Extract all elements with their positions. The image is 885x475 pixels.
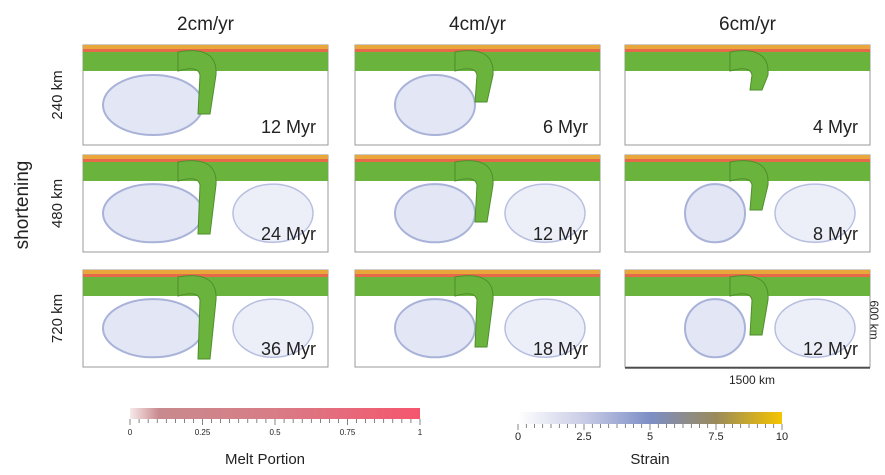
row-label: 480 km (49, 179, 66, 228)
panel: 12 Myr (355, 155, 600, 252)
strain-swirl (685, 184, 745, 242)
panel: 4 Myr (625, 45, 870, 145)
time-label: 4 Myr (813, 117, 858, 137)
panel: 36 Myr (83, 270, 328, 367)
strain-swirl (103, 75, 203, 135)
panel: 6 Myr (355, 45, 600, 145)
time-label: 12 Myr (533, 224, 588, 244)
crust-red (83, 274, 328, 277)
column-header: 6cm/yr (719, 14, 777, 35)
crust-top (83, 155, 328, 159)
crust-top (625, 45, 870, 49)
column-header: 4cm/yr (449, 14, 507, 35)
time-label: 18 Myr (533, 339, 588, 359)
colorbar-tick-label: 0.75 (340, 428, 356, 437)
colorbar-tick-label: 2.5 (576, 431, 591, 443)
figure: shortening 600 km 1500 km 2cm/yr4cm/yr6c… (0, 0, 885, 470)
strain-swirl (395, 299, 475, 357)
row-axis-label: shortening (12, 161, 33, 250)
panel: 12 Myr (83, 45, 328, 145)
strain-swirl (103, 299, 203, 357)
crust-red (83, 159, 328, 162)
panel: 8 Myr (625, 155, 870, 252)
crust-top (355, 270, 600, 274)
colorbar-tick-label: 10 (776, 431, 788, 443)
row-label: 720 km (49, 294, 66, 343)
time-label: 12 Myr (803, 339, 858, 359)
time-label: 36 Myr (261, 339, 316, 359)
colorbar-tick-label: 7.5 (708, 431, 723, 443)
time-label: 6 Myr (543, 117, 588, 137)
time-label: 8 Myr (813, 224, 858, 244)
strain-swirl (395, 184, 475, 242)
colorbar-tick-label: 1 (418, 428, 423, 437)
strain-swirl (395, 75, 475, 135)
crust-top (625, 270, 870, 274)
colorbar-tick-label: 5 (647, 431, 653, 443)
panel: 12 Myr (625, 270, 870, 367)
crust-top (83, 270, 328, 274)
colorbar (518, 412, 782, 424)
crust-top (355, 45, 600, 49)
colorbar-tick-label: 0 (515, 431, 521, 443)
colorbar-tick-label: 0.25 (195, 428, 211, 437)
crust-top (625, 155, 870, 159)
colorbar-title: Melt Portion (225, 451, 305, 468)
column-header: 2cm/yr (177, 14, 235, 35)
time-label: 12 Myr (261, 117, 316, 137)
panel: 24 Myr (83, 155, 328, 252)
horizontal-scale: 1500 km (729, 373, 775, 387)
colorbar-title: Strain (630, 451, 669, 468)
strain-swirl (103, 184, 203, 242)
strain-swirl (685, 299, 745, 357)
time-label: 24 Myr (261, 224, 316, 244)
crust-top (83, 45, 328, 49)
colorbar-tick-label: 0.5 (269, 428, 281, 437)
colorbar-tick-label: 0 (128, 428, 133, 437)
colorbar (130, 408, 420, 419)
crust-red (83, 49, 328, 52)
crust-top (355, 155, 600, 159)
row-label: 240 km (49, 70, 66, 119)
panel: 18 Myr (355, 270, 600, 367)
